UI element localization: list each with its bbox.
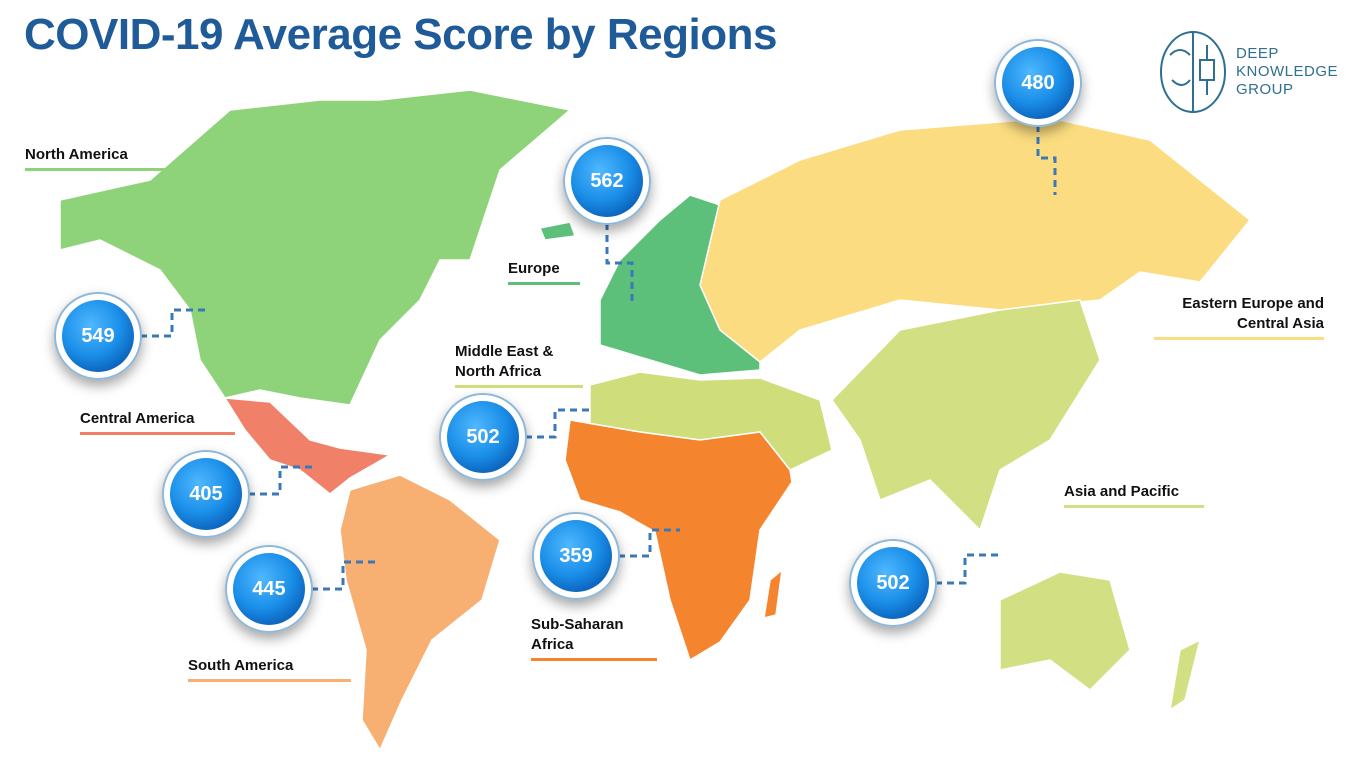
region-label: Sub-Saharan Africa	[531, 615, 657, 661]
region-shape	[339, 474, 501, 752]
connector	[140, 308, 205, 338]
score: 549	[81, 325, 114, 347]
score-bubble: 405	[162, 450, 250, 538]
bubble	[233, 553, 305, 625]
score: 502	[466, 426, 499, 448]
title: COVID-19 Average Score by Regions	[24, 10, 777, 59]
logo: DEEP KNOWLEDGE GROUP	[1236, 45, 1338, 99]
connector	[935, 553, 1000, 585]
score: 562	[590, 170, 623, 192]
logo-line: GROUP	[1236, 81, 1294, 98]
region-shape	[564, 419, 793, 662]
bubble	[857, 547, 929, 619]
region-shape	[699, 117, 1252, 363]
bubble	[62, 300, 134, 372]
region-shape	[538, 221, 577, 241]
region-label: Asia and Pacific	[1064, 482, 1204, 508]
bubble	[571, 145, 643, 217]
connector	[311, 560, 375, 591]
score-bubble: 502	[849, 539, 937, 627]
connector	[618, 528, 680, 558]
score: 445	[252, 578, 285, 600]
region-label: North America	[25, 145, 180, 171]
bubble	[1002, 47, 1074, 119]
connector	[1036, 125, 1057, 195]
logo-icon	[1160, 31, 1226, 113]
continents	[59, 89, 1252, 752]
bubble	[540, 520, 612, 592]
score-bubble: 445	[225, 545, 313, 633]
connector	[248, 465, 315, 496]
score: 502	[876, 572, 909, 594]
score-bubble: 480	[994, 39, 1082, 127]
score: 405	[189, 483, 222, 505]
region-shape	[831, 299, 1101, 532]
connector	[605, 223, 634, 305]
region-label: Middle East & North Africa	[455, 342, 583, 388]
logo-line: KNOWLEDGE	[1236, 63, 1339, 80]
score-bubble: 562	[563, 137, 651, 225]
score: 359	[559, 545, 592, 567]
region-label: Central America	[80, 409, 235, 435]
region-shape	[223, 397, 393, 495]
region-label: South America	[188, 656, 351, 682]
score-bubble: 502	[439, 393, 527, 481]
score: 480	[1021, 72, 1054, 94]
region-shape	[999, 571, 1131, 691]
region-shape	[59, 89, 572, 406]
region-label: Eastern Europe and Central Asia	[1154, 294, 1324, 340]
bubble	[447, 401, 519, 473]
bubble	[170, 458, 242, 530]
region-label: Europe	[508, 259, 580, 285]
score-bubble: 549	[54, 292, 142, 380]
connector	[525, 408, 590, 439]
score-bubble: 359	[532, 512, 620, 600]
logo-line: DEEP	[1236, 45, 1279, 62]
region-shape	[1168, 638, 1202, 712]
region-shape	[763, 568, 783, 620]
